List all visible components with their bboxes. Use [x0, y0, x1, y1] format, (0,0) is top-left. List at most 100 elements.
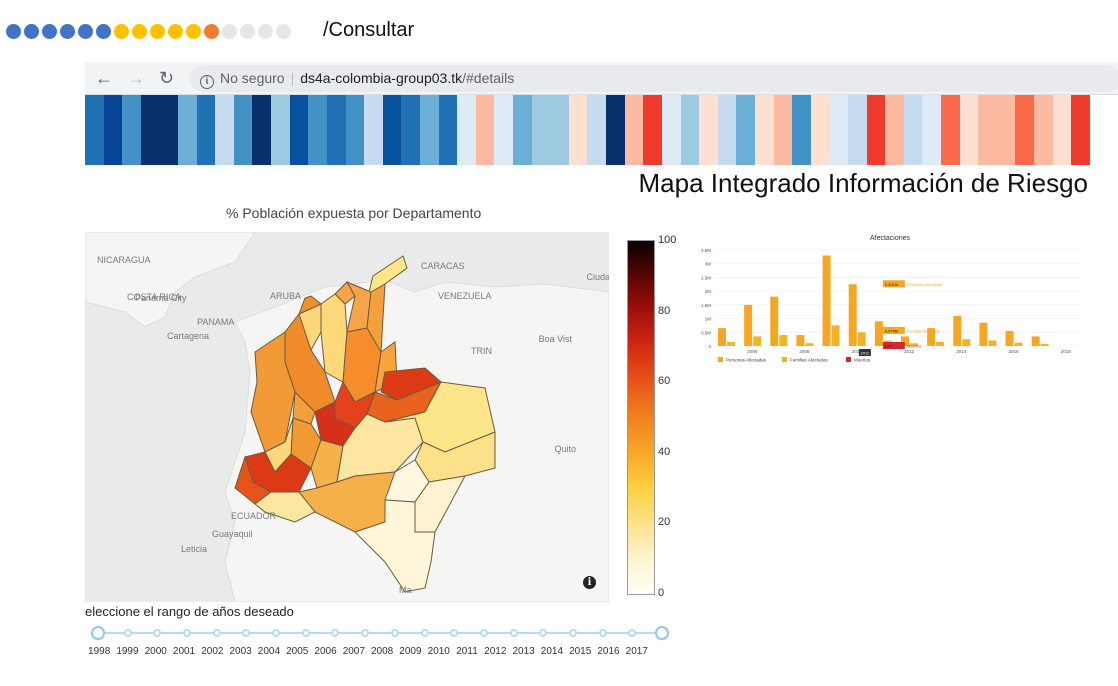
stripe [922, 95, 942, 165]
progress-dots [6, 24, 291, 39]
slider-step[interactable] [272, 629, 281, 637]
slider-step[interactable] [212, 629, 221, 637]
legend-swatch [782, 357, 787, 362]
map-label: TRIN [471, 346, 492, 356]
department-putumayo[interactable] [254, 491, 316, 523]
legend-label: Familias Afectadas [790, 358, 829, 363]
bar-familias-afectadas [988, 340, 997, 346]
year-label: 1999 [116, 646, 139, 657]
separator: | [290, 70, 295, 86]
y-tick-label: 0.5M [701, 330, 711, 335]
stripe [792, 95, 811, 165]
department-amazonas[interactable] [354, 499, 436, 593]
stripe [178, 95, 197, 165]
year-label: 1998 [88, 646, 111, 657]
bar-chart-svg[interactable]: Afectaciones 0 0.5M 1M 1.5M 2M 2.5M 3M 3.5M 2006 2… [690, 230, 1090, 370]
y-tick-label: 0 [708, 344, 711, 349]
forward-arrow-icon[interactable]: → [127, 68, 145, 88]
back-arrow-icon[interactable]: ← [95, 68, 113, 88]
stripe [736, 95, 755, 165]
url-path: /#details [462, 70, 515, 86]
chart-title: Afectaciones [870, 235, 911, 242]
slider-step[interactable] [123, 629, 132, 637]
browser-toolbar: ← → ↻ i No seguro | ds4a-colombia-group03.t… [85, 62, 1118, 95]
progress-dot [96, 24, 111, 39]
slider-step[interactable] [361, 629, 370, 637]
slider-step[interactable] [598, 629, 607, 637]
bar-personas-afectadas [718, 328, 726, 346]
x-tick-label: 2006 [747, 349, 758, 354]
map-label: ARUBA [270, 291, 301, 301]
legend-label: Personas Afectadas [726, 358, 767, 363]
hover-value: 0.576M [885, 328, 898, 333]
slider-step[interactable] [420, 629, 429, 637]
slider-handle-start[interactable] [91, 626, 105, 640]
legend-swatch [718, 357, 723, 362]
slider-step[interactable] [153, 629, 162, 637]
progress-dot [132, 24, 147, 39]
slider-step[interactable] [183, 629, 192, 637]
slider-step[interactable] [301, 629, 310, 637]
stripe [885, 95, 904, 165]
security-label: No seguro [220, 70, 285, 86]
colorbar-tick: 60 [658, 375, 671, 388]
stripe [308, 95, 327, 165]
address-bar[interactable]: i No seguro | ds4a-colombia-group03.tk/#det… [190, 65, 1118, 92]
y-tick-label: 1.5M [701, 303, 711, 308]
colorbar-tick: 20 [658, 516, 671, 529]
hover-value: 2.301M [885, 282, 898, 287]
year-label: 2003 [229, 646, 252, 657]
info-icon[interactable]: i [200, 75, 214, 89]
year-range-slider[interactable] [91, 626, 669, 640]
info-icon[interactable]: i [583, 576, 596, 589]
year-label: 2011 [456, 646, 478, 657]
slider-step[interactable] [509, 629, 518, 637]
y-tick-label: 2M [705, 289, 712, 294]
progress-dot [78, 24, 93, 39]
y-tick-label: 1M [705, 317, 712, 322]
stripe [903, 95, 923, 165]
slider-step[interactable] [628, 629, 637, 637]
map-label: NICARAGUA [97, 255, 151, 265]
slide-title: /Consultar [323, 19, 415, 41]
stripe [941, 95, 960, 165]
year-label: 2015 [569, 646, 592, 657]
progress-dot [42, 24, 57, 39]
slider-step[interactable] [479, 629, 488, 637]
central-america-land [85, 232, 256, 328]
stripe [680, 95, 700, 165]
slider-step[interactable] [450, 629, 459, 637]
slider-step[interactable] [390, 629, 399, 637]
page-title: Mapa Integrado Información de Riesgo [638, 168, 1089, 198]
choropleth-map[interactable]: NICARAGUA COSTA RICA Panama City PANAMA Cart… [85, 232, 609, 602]
stripe [1052, 95, 1072, 165]
map-label: ECUADOR [231, 511, 277, 521]
bar-familias-afectadas [727, 341, 735, 346]
stripe [457, 95, 476, 165]
stripe [252, 95, 272, 165]
slider-step[interactable] [539, 629, 548, 637]
map-label: Guayaquil [212, 529, 253, 539]
stripe [1071, 95, 1090, 165]
stripe [606, 95, 625, 165]
x-tick-label: 2008 [799, 349, 810, 354]
slider-step[interactable] [568, 629, 577, 637]
slider-step[interactable] [242, 629, 251, 637]
department-bolivar[interactable] [320, 293, 348, 383]
slider-step[interactable] [331, 629, 340, 637]
reload-icon[interactable]: ↻ [159, 68, 175, 88]
stripe [866, 95, 886, 165]
progress-dot [168, 24, 183, 39]
stripe [699, 95, 718, 165]
stripe [1015, 95, 1035, 165]
stripe [103, 95, 123, 165]
bar-chart-afectaciones[interactable]: Afectaciones 0 0.5M 1M 1.5M 2M 2.5M 3M 3.5M 2006 2… [690, 230, 1090, 370]
progress-dot [258, 24, 273, 39]
bar-familias-afectadas [936, 341, 945, 346]
stripe [847, 95, 867, 165]
stripe [550, 95, 569, 165]
hover-x-label: 2011 [861, 351, 870, 356]
slider-handle-end[interactable] [655, 626, 669, 640]
stripe [475, 95, 495, 165]
